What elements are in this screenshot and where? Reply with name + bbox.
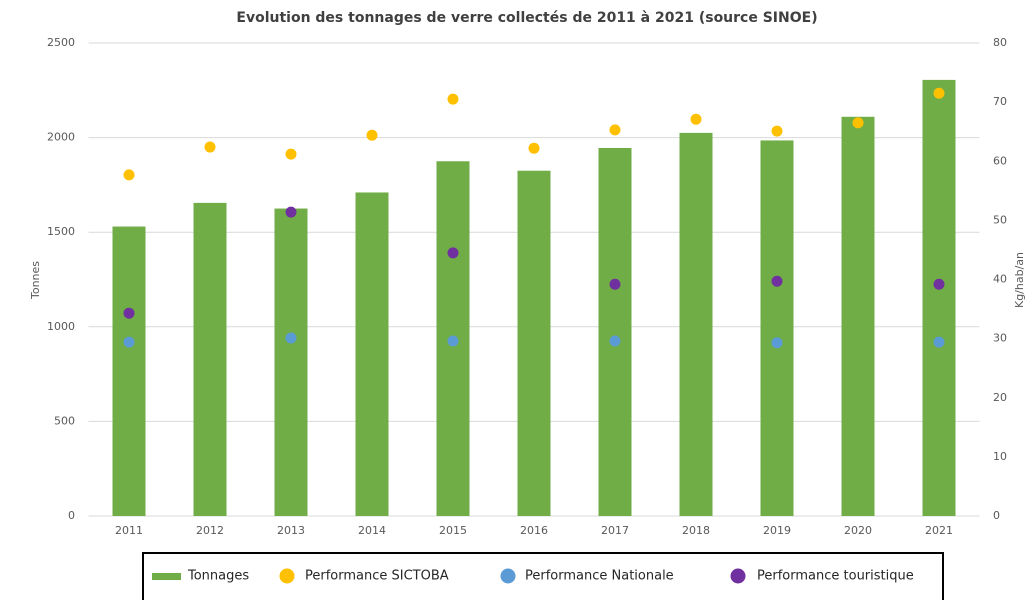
legend-swatch <box>152 573 181 580</box>
point <box>933 278 945 290</box>
y2-tick-label: 40 <box>993 273 1007 286</box>
y2-tick-label: 20 <box>993 391 1007 404</box>
point <box>285 148 297 160</box>
point <box>123 307 135 319</box>
point <box>690 113 702 125</box>
y-tick-label: 0 <box>68 509 75 522</box>
x-tick-label: 2013 <box>277 524 305 537</box>
x-tick-label: 2012 <box>196 524 224 537</box>
point <box>933 87 945 99</box>
point <box>771 125 783 137</box>
x-tick-label: 2018 <box>682 524 710 537</box>
legend-swatch <box>279 568 295 584</box>
point <box>366 129 378 141</box>
y2-tick-label: 80 <box>993 36 1007 49</box>
point <box>447 93 459 105</box>
y-tick-label: 2000 <box>47 131 75 144</box>
bar <box>760 140 794 517</box>
legend-label: Performance SICTOBA <box>305 569 449 584</box>
y2-axis-label: Kg/hab/an <box>1013 252 1026 308</box>
bar <box>355 192 389 516</box>
bar <box>112 226 146 517</box>
point <box>285 332 297 344</box>
x-tick-label: 2014 <box>358 524 386 537</box>
y-tick-label: 1000 <box>47 320 75 333</box>
y-tick-label: 1500 <box>47 225 75 238</box>
y2-tick-label: 60 <box>993 154 1007 167</box>
legend-label: Performance touristique <box>757 569 914 584</box>
x-tick-label: 2015 <box>439 524 467 537</box>
point <box>528 142 540 154</box>
y2-tick-label: 30 <box>993 332 1007 345</box>
bar <box>598 148 632 517</box>
point <box>204 141 216 153</box>
x-tick-label: 2011 <box>115 524 143 537</box>
chart-title: Evolution des tonnages de verre collecté… <box>236 10 817 26</box>
point <box>447 247 459 259</box>
x-tick-label: 2019 <box>763 524 791 537</box>
legend-label: Performance Nationale <box>525 569 674 584</box>
y2-tick-label: 10 <box>993 450 1007 463</box>
y-axis-label: Tonnes <box>29 261 42 300</box>
point <box>852 117 864 129</box>
y-tick-label: 500 <box>54 414 75 427</box>
y-tick-label: 2500 <box>47 36 75 49</box>
legend-box <box>142 552 944 600</box>
point <box>285 206 297 218</box>
point <box>447 335 459 347</box>
y2-tick-label: 70 <box>993 95 1007 108</box>
point <box>123 169 135 181</box>
point <box>609 335 621 347</box>
legend-swatch <box>500 568 516 584</box>
point <box>609 124 621 136</box>
point <box>609 278 621 290</box>
bar <box>922 79 956 517</box>
legend-swatch <box>730 568 746 584</box>
bar <box>517 170 551 516</box>
y2-tick-label: 50 <box>993 213 1007 226</box>
bar <box>679 132 713 516</box>
x-tick-label: 2017 <box>601 524 629 537</box>
bar <box>841 116 875 517</box>
x-tick-label: 2016 <box>520 524 548 537</box>
legend-label: Tonnages <box>187 569 249 584</box>
x-tick-label: 2021 <box>925 524 953 537</box>
y2-tick-label: 0 <box>993 509 1000 522</box>
point <box>123 336 135 348</box>
x-tick-label: 2020 <box>844 524 872 537</box>
bar <box>193 202 227 516</box>
bar <box>274 208 308 517</box>
point <box>933 336 945 348</box>
point <box>771 275 783 287</box>
point <box>771 337 783 349</box>
